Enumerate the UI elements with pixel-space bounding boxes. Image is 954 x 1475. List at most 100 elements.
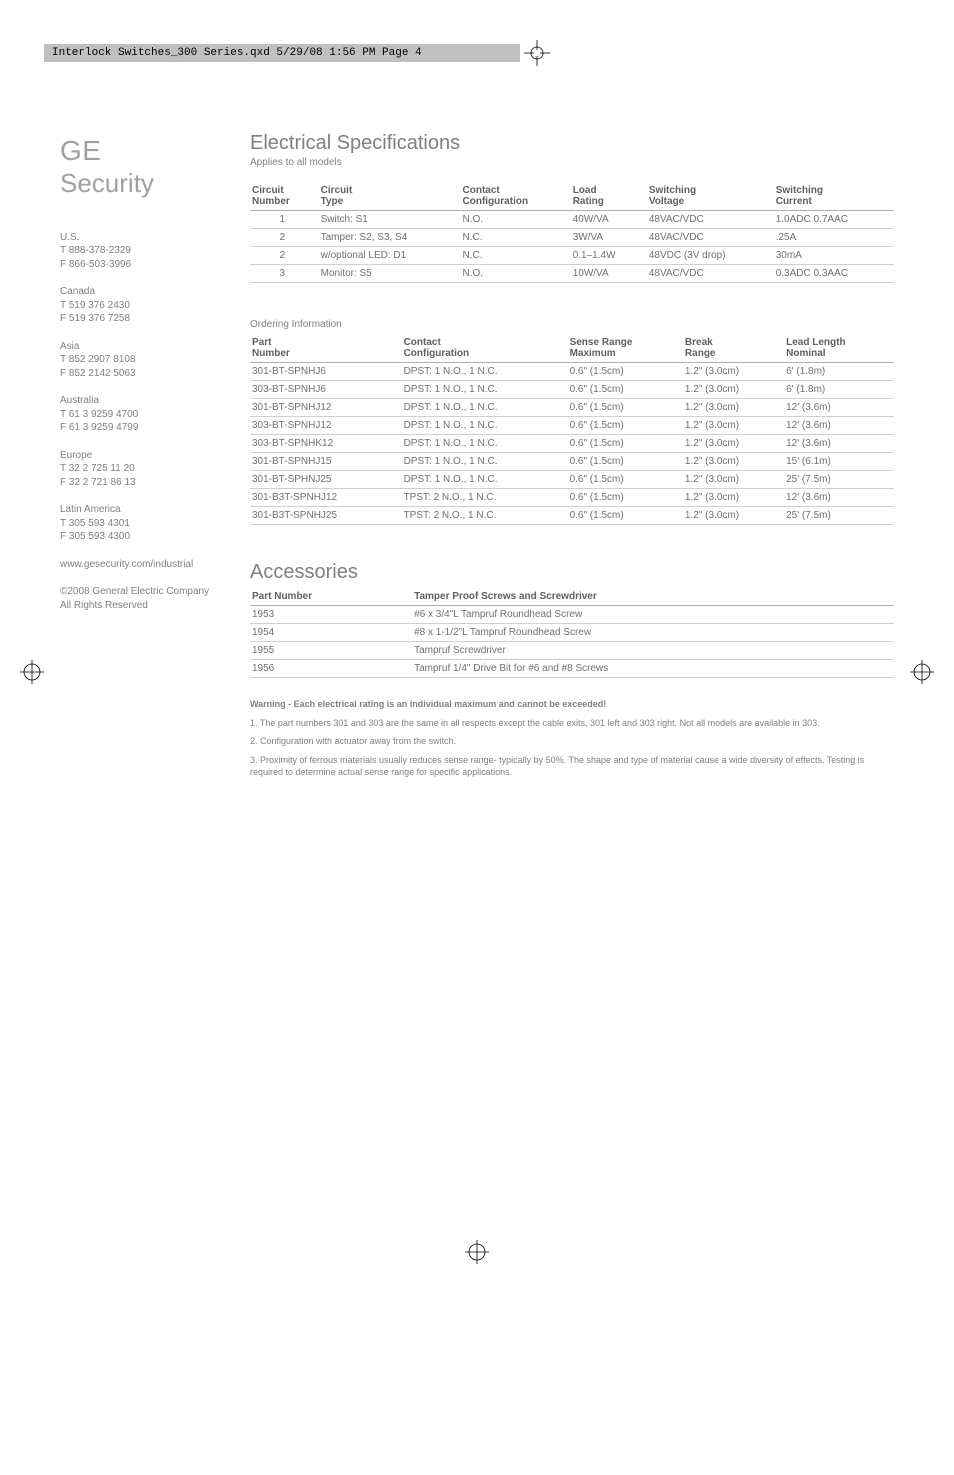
table-cell: 301-BT-SPNHJ6 <box>250 363 402 381</box>
table-cell: 12' (3.6m) <box>784 435 894 453</box>
table-cell: 1.2" (3.0cm) <box>683 471 784 489</box>
contact-line: T 519 376 2430 <box>60 299 250 313</box>
table-cell: Tamper: S2, S3, S4 <box>319 229 461 247</box>
table-row: 301-BT-SPNHJ15DPST: 1 N.O., 1 N.C.0.6" (… <box>250 453 894 471</box>
table-header: LoadRating <box>571 182 647 211</box>
contact-block: AsiaT 852 2907 8108F 852 2142 5063 <box>60 340 250 381</box>
table-row: 2w/optional LED: D1N.C.0.1–1.4W48VDC (3V… <box>250 247 894 265</box>
table-row: 303-BT-SPNHK12DPST: 1 N.O., 1 N.C.0.6" (… <box>250 435 894 453</box>
ordering-title: Ordering Information <box>250 319 894 330</box>
table-cell: 40W/VA <box>571 211 647 229</box>
electrical-spec-table: CircuitNumberCircuitTypeContactConfigura… <box>250 182 894 283</box>
electrical-spec-title: Electrical Specifications <box>250 132 894 155</box>
table-cell: 12' (3.6m) <box>784 399 894 417</box>
table-cell: DPST: 1 N.O., 1 N.C. <box>402 417 568 435</box>
table-cell: 301-BT-SPHNJ25 <box>250 471 402 489</box>
table-cell: TPST: 2 N.O., 1 N.C. <box>402 507 568 525</box>
table-cell: 48VAC/VDC <box>647 229 774 247</box>
table-cell: 1953 <box>250 606 412 624</box>
table-header: Tamper Proof Screws and Screwdriver <box>412 588 894 606</box>
table-header: Part Number <box>250 588 412 606</box>
table-cell: 1956 <box>250 660 412 678</box>
note-1: 1. The part numbers 301 and 303 are the … <box>250 717 894 730</box>
table-cell: 1.2" (3.0cm) <box>683 399 784 417</box>
contact-line: T 852 2907 8108 <box>60 353 250 367</box>
table-row: 303-BT-SPNHJ6DPST: 1 N.O., 1 N.C.0.6" (1… <box>250 381 894 399</box>
table-cell: 303-BT-SPNHJ12 <box>250 417 402 435</box>
table-cell: 301-BT-SPNHJ15 <box>250 453 402 471</box>
table-cell: 10W/VA <box>571 265 647 283</box>
contact-line: F 866-503-3996 <box>60 258 250 272</box>
contact-line: T 888-378-2329 <box>60 244 250 258</box>
table-cell: 0.6" (1.5cm) <box>568 363 683 381</box>
table-cell: 6' (1.8m) <box>784 363 894 381</box>
table-cell: DPST: 1 N.O., 1 N.C. <box>402 381 568 399</box>
table-cell: 301-B3T-SPNHJ25 <box>250 507 402 525</box>
table-header: Sense RangeMaximum <box>568 334 683 363</box>
logo-line1: GE <box>60 132 250 170</box>
page-content: GE Security U.S.T 888-378-2329F 866-503-… <box>0 62 954 825</box>
print-header-text: Interlock Switches_300 Series.qxd 5/29/0… <box>52 47 422 59</box>
table-row: 1954#8 x 1-1/2"L Tampruf Roundhead Screw <box>250 624 894 642</box>
table-row: 1955Tampruf Screwdriver <box>250 642 894 660</box>
contact-region: Latin America <box>60 503 250 517</box>
contact-region: Australia <box>60 394 250 408</box>
table-cell: 0.6" (1.5cm) <box>568 471 683 489</box>
table-cell: 1954 <box>250 624 412 642</box>
accessories-table: Part NumberTamper Proof Screws and Screw… <box>250 588 894 678</box>
table-cell: 1.0ADC 0.7AAC <box>774 211 894 229</box>
table-cell: 0.1–1.4W <box>571 247 647 265</box>
table-cell: w/optional LED: D1 <box>319 247 461 265</box>
sidebar: GE Security U.S.T 888-378-2329F 866-503-… <box>60 132 250 785</box>
table-cell: Tampruf Screwdriver <box>412 642 894 660</box>
warning-text: Warning - Each electrical rating is an i… <box>250 698 894 711</box>
table-row: 2Tamper: S2, S3, S4N.C.3W/VA48VAC/VDC.25… <box>250 229 894 247</box>
table-cell: 1955 <box>250 642 412 660</box>
table-cell: DPST: 1 N.O., 1 N.C. <box>402 399 568 417</box>
contact-block: Latin AmericaT 305 593 4301F 305 593 430… <box>60 503 250 544</box>
registration-mark-left-icon <box>20 660 44 684</box>
table-cell: N.O. <box>461 265 571 283</box>
table-cell: 1.2" (3.0cm) <box>683 381 784 399</box>
table-header: Lead LengthNominal <box>784 334 894 363</box>
copyright-line2: All Rights Reserved <box>60 599 250 613</box>
table-cell: 48VAC/VDC <box>647 211 774 229</box>
table-cell: 3W/VA <box>571 229 647 247</box>
table-cell: 0.6" (1.5cm) <box>568 507 683 525</box>
copyright-line1: ©2008 General Electric Company <box>60 585 250 599</box>
table-cell: 15' (6.1m) <box>784 453 894 471</box>
contact-line: T 61 3 9259 4700 <box>60 408 250 422</box>
table-cell: N.C. <box>461 229 571 247</box>
contact-line: T 32 2 725 11 20 <box>60 462 250 476</box>
table-cell: DPST: 1 N.O., 1 N.C. <box>402 471 568 489</box>
table-cell: 0.3ADC 0.3AAC <box>774 265 894 283</box>
table-cell: 1.2" (3.0cm) <box>683 507 784 525</box>
contact-region: Canada <box>60 285 250 299</box>
accessories-title: Accessories <box>250 561 894 584</box>
contact-block: AustraliaT 61 3 9259 4700F 61 3 9259 479… <box>60 394 250 435</box>
table-header: ContactConfiguration <box>402 334 568 363</box>
registration-mark-bottom-icon <box>465 1240 489 1264</box>
note-3: 3. Proximity of ferrous materials usuall… <box>250 754 894 779</box>
contact-line: F 519 376 7258 <box>60 312 250 326</box>
table-cell: 12' (3.6m) <box>784 417 894 435</box>
table-cell: 1 <box>250 211 319 229</box>
table-cell: #8 x 1-1/2"L Tampruf Roundhead Screw <box>412 624 894 642</box>
table-cell: TPST: 2 N.O., 1 N.C. <box>402 489 568 507</box>
contact-block: EuropeT 32 2 725 11 20F 32 2 721 86 13 <box>60 449 250 490</box>
contact-block: CanadaT 519 376 2430F 519 376 7258 <box>60 285 250 326</box>
table-cell: DPST: 1 N.O., 1 N.C. <box>402 363 568 381</box>
table-row: 303-BT-SPNHJ12DPST: 1 N.O., 1 N.C.0.6" (… <box>250 417 894 435</box>
contact-line: F 61 3 9259 4799 <box>60 421 250 435</box>
table-cell: Tampruf 1/4" Drive Bit for #6 and #8 Scr… <box>412 660 894 678</box>
table-cell: 301-BT-SPNHJ12 <box>250 399 402 417</box>
table-cell: 0.6" (1.5cm) <box>568 417 683 435</box>
table-header: SwitchingCurrent <box>774 182 894 211</box>
table-cell: N.O. <box>461 211 571 229</box>
logo-line2: Security <box>60 166 250 201</box>
ordering-table: PartNumberContactConfigurationSense Rang… <box>250 334 894 525</box>
table-cell: 1.2" (3.0cm) <box>683 453 784 471</box>
table-header: CircuitType <box>319 182 461 211</box>
table-cell: 0.6" (1.5cm) <box>568 399 683 417</box>
table-cell: DPST: 1 N.O., 1 N.C. <box>402 435 568 453</box>
